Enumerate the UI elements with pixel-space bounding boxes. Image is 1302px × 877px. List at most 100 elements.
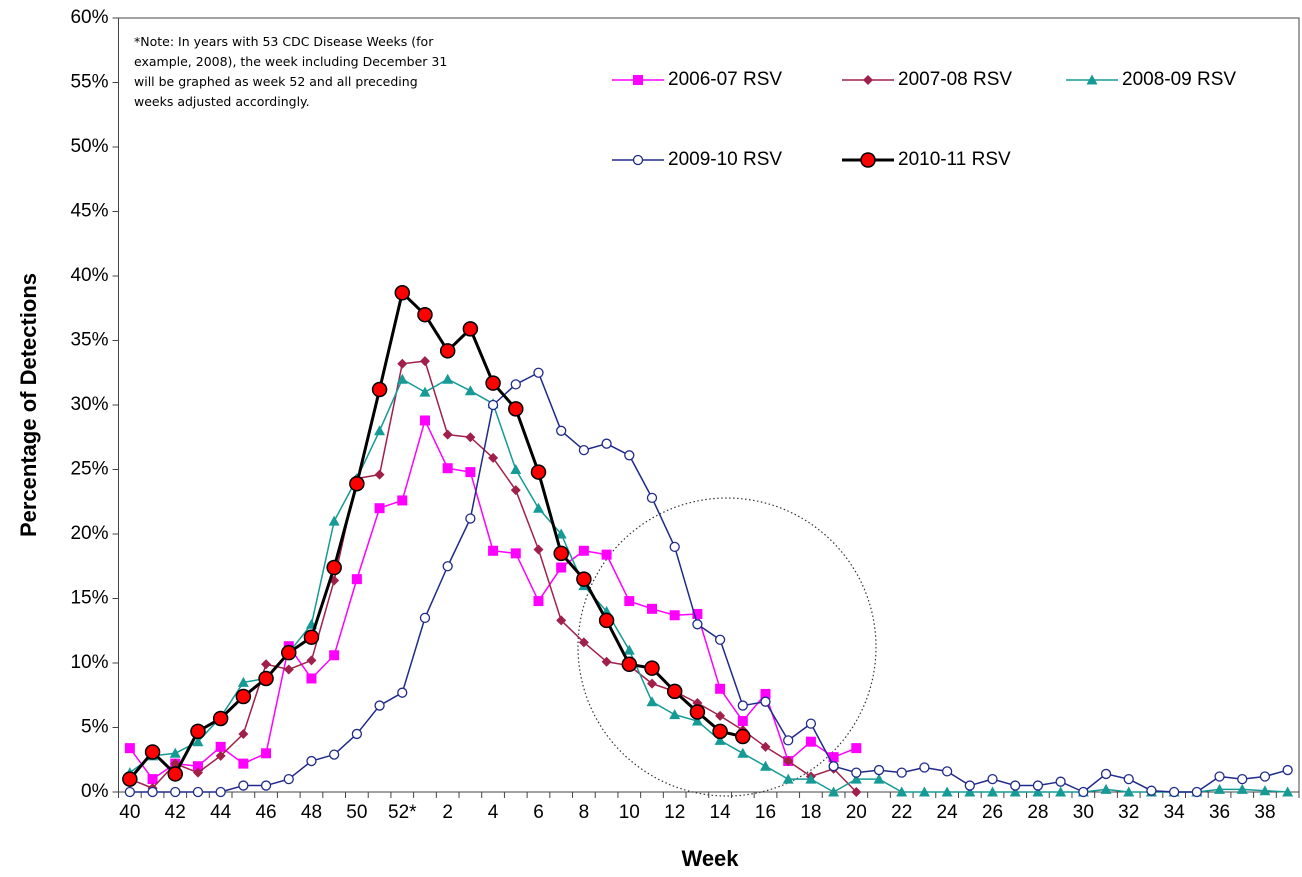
y-tick-label: 50% <box>70 136 108 157</box>
marker <box>510 379 521 390</box>
marker <box>465 467 476 478</box>
marker <box>1214 783 1226 794</box>
x-tick-label: 14 <box>710 802 732 823</box>
x-tick-label: 36 <box>1209 802 1230 823</box>
x-tick-label: 42 <box>165 802 186 823</box>
marker <box>553 545 569 562</box>
marker <box>1078 786 1089 798</box>
marker <box>192 761 203 772</box>
marker <box>533 596 544 607</box>
marker <box>712 723 728 740</box>
marker <box>192 786 204 798</box>
marker <box>692 619 703 630</box>
note-line: example, 2008), the week including Decem… <box>134 54 447 69</box>
marker <box>260 780 272 791</box>
marker <box>737 747 749 758</box>
marker <box>919 762 930 773</box>
x-tick-label: 50 <box>346 802 367 823</box>
marker <box>1055 776 1066 787</box>
marker <box>873 773 885 784</box>
marker <box>624 596 635 607</box>
marker <box>578 444 590 456</box>
legend-label: 2006-07 RSV <box>668 69 782 90</box>
marker <box>374 469 385 480</box>
marker <box>1146 785 1157 796</box>
marker <box>760 741 771 752</box>
marker <box>760 688 771 699</box>
marker <box>805 773 817 784</box>
marker <box>442 561 453 572</box>
y-tick-label: 55% <box>70 72 108 93</box>
series <box>124 415 862 785</box>
note-line: weeks adjusted accordingly. <box>134 94 310 109</box>
marker <box>873 764 885 776</box>
series <box>124 356 862 797</box>
y-tick-label: 45% <box>70 201 108 222</box>
legend-label: 2009-10 RSV <box>668 149 782 170</box>
marker <box>283 664 294 675</box>
marker <box>941 786 953 797</box>
marker <box>419 386 431 397</box>
y-tick-label: 25% <box>70 459 108 480</box>
marker <box>439 343 456 359</box>
marker <box>987 786 999 797</box>
marker <box>714 634 726 645</box>
marker <box>215 786 226 798</box>
marker <box>556 615 567 626</box>
marker <box>1123 786 1135 797</box>
marker <box>1214 771 1225 782</box>
marker <box>737 716 748 727</box>
marker <box>1032 786 1044 797</box>
marker <box>374 700 385 711</box>
marker <box>281 644 297 661</box>
marker <box>349 475 365 492</box>
y-axis-title: Percentage of Detections <box>16 273 41 537</box>
marker <box>624 450 635 461</box>
legend-item: 2008-09 RSV <box>1066 69 1236 90</box>
x-tick-label: 44 <box>210 802 232 823</box>
marker <box>633 75 643 85</box>
marker <box>394 285 411 301</box>
marker <box>190 723 206 740</box>
marker <box>147 774 158 785</box>
marker <box>646 678 657 689</box>
marker <box>646 603 657 614</box>
marker <box>1282 786 1294 797</box>
marker <box>306 755 317 767</box>
series-line <box>128 291 744 781</box>
x-tick-label: 48 <box>301 802 322 823</box>
marker <box>735 728 751 745</box>
marker <box>442 463 453 474</box>
marker <box>601 549 612 560</box>
marker <box>863 75 873 85</box>
marker <box>1282 764 1293 776</box>
series-line <box>129 378 1288 793</box>
marker <box>555 528 567 539</box>
marker <box>374 503 385 514</box>
marker <box>828 761 839 772</box>
y-tick-label: 10% <box>70 652 108 673</box>
note-line: will be graphed as week 52 and all prece… <box>134 74 418 89</box>
marker <box>646 696 658 707</box>
marker <box>192 767 203 778</box>
marker <box>122 771 138 787</box>
marker <box>532 502 544 513</box>
x-tick-label: 20 <box>846 802 867 823</box>
marker <box>646 492 658 504</box>
marker <box>371 381 388 398</box>
legend-item: 2007-08 RSV <box>842 69 1012 90</box>
legend-item: 2006-07 RSV <box>612 69 782 90</box>
marker <box>1032 780 1044 791</box>
x-tick-label: 6 <box>533 802 544 823</box>
marker <box>397 495 408 506</box>
y-tick-label: 20% <box>70 523 108 544</box>
marker <box>760 760 772 771</box>
legend-label: 2007-08 RSV <box>898 69 1012 90</box>
marker <box>964 786 976 797</box>
series <box>124 373 1294 797</box>
marker <box>215 750 226 761</box>
marker <box>644 660 660 676</box>
marker <box>442 429 453 440</box>
marker <box>1259 771 1271 782</box>
